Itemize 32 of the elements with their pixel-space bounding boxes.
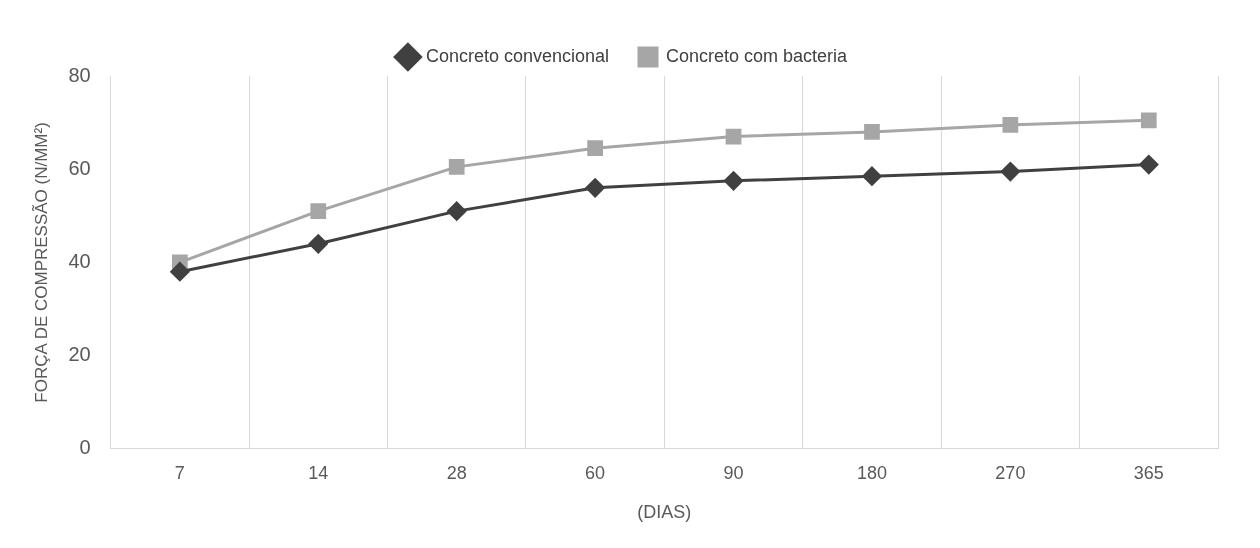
x-tick-label: 7	[174, 462, 185, 483]
x-tick-label: 270	[995, 462, 1026, 483]
point	[864, 124, 880, 140]
point	[170, 262, 190, 282]
point	[1140, 112, 1157, 129]
x-tick-label: 180	[856, 462, 887, 483]
y-axis-title: FORÇA DE COMPRESSÃO (N/MM²)	[31, 122, 51, 403]
y-tick-label: 60	[68, 156, 91, 179]
x-tick-label: 90	[723, 462, 744, 483]
x-tick-label: 28	[446, 462, 467, 483]
point	[308, 234, 328, 254]
y-tick-label: 0	[79, 436, 91, 459]
point	[1139, 155, 1159, 175]
point	[587, 140, 603, 157]
point	[1002, 117, 1019, 133]
legend-label: Concreto com bacteria	[666, 45, 849, 66]
point	[310, 203, 327, 219]
legend-label: Concreto convencional	[425, 45, 610, 66]
x-tick-label: 365	[1133, 462, 1164, 483]
x-axis-title: (DIAS)	[637, 502, 692, 523]
point	[724, 171, 744, 191]
point	[448, 159, 465, 175]
y-tick-label: 20	[68, 343, 91, 366]
point	[1000, 162, 1020, 182]
y-tick-label: 40	[68, 249, 91, 272]
point	[862, 166, 882, 186]
point	[725, 128, 742, 145]
x-tick-label: 14	[308, 462, 329, 483]
point	[585, 178, 605, 198]
y-tick-label: 80	[68, 63, 91, 86]
x-tick-label: 60	[585, 462, 606, 483]
point	[447, 201, 467, 221]
